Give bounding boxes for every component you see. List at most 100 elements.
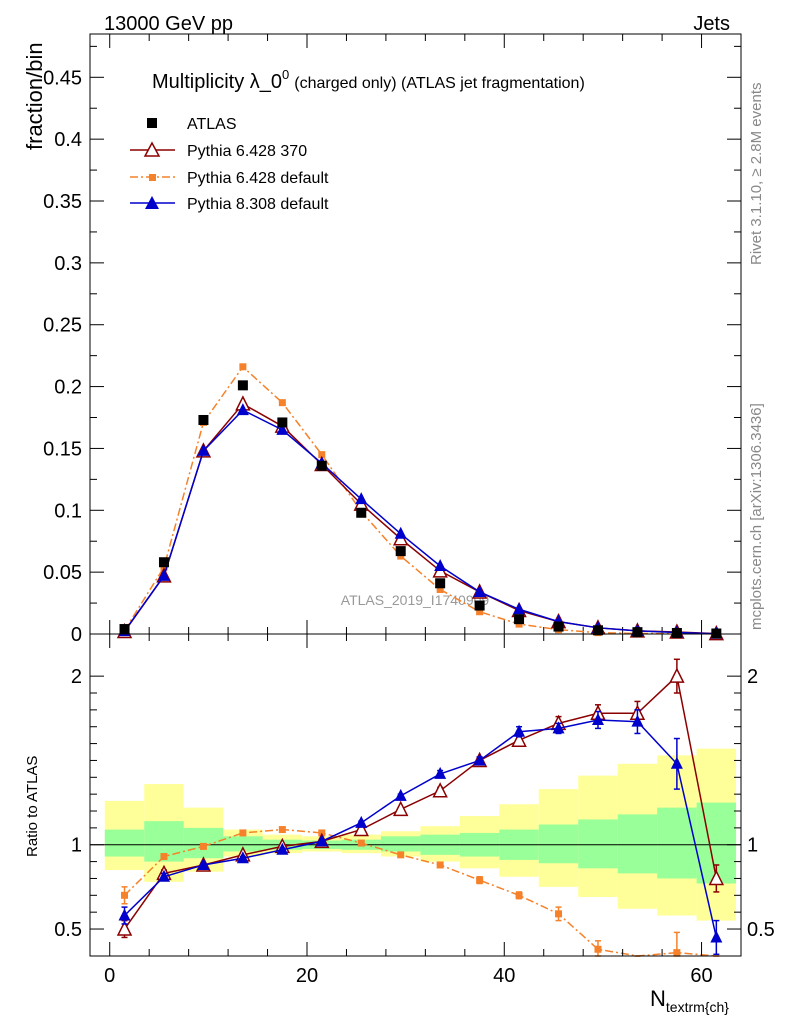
- ratio-line-pythia-8-308-default: [123, 719, 718, 938]
- main-y-tick-label: 0.2: [54, 377, 82, 399]
- x-tick-label: 20: [296, 965, 318, 987]
- ratio-band-inner: [380, 836, 421, 852]
- ratio-point-pythia-8-308-default: [473, 753, 486, 766]
- main-x-ticks: [109, 34, 742, 634]
- legend-entry-atlas: ATLAS: [147, 116, 237, 133]
- main-point-atlas: [119, 624, 130, 635]
- main-y-tick-label: 0.3: [54, 253, 82, 275]
- ratio-point-pythia-8-308-default: [236, 851, 249, 864]
- ratio-point-pythia-6-428-370: [392, 800, 409, 817]
- x-tick-label: 0: [104, 965, 115, 987]
- ratio-band-inner: [223, 836, 263, 852]
- main-point-atlas: [435, 578, 446, 589]
- main-y-tick-label: 0.25: [43, 315, 82, 337]
- chart-title-sup: 0: [282, 67, 289, 82]
- ratio-point-pythia-6-428-default: [160, 853, 168, 861]
- ratio-band-inner: [657, 807, 697, 879]
- main-point-pythia-8-308-default: [355, 492, 368, 505]
- ratio-y-tick-label-right: 2: [747, 666, 758, 688]
- main-y-tick-label: 0.15: [43, 438, 82, 460]
- ratio-point-pythia-6-428-370: [432, 782, 448, 798]
- main-y-tick-label: 0.45: [43, 67, 82, 89]
- ratio-point-pythia-8-308-default: [670, 756, 683, 769]
- ratio-point-pythia-6-428-default: [239, 829, 247, 837]
- ratio-point-pythia-8-308-default: [394, 788, 407, 801]
- ratio-point-pythia-6-428-default: [515, 891, 523, 899]
- ratio-band-inner: [578, 819, 618, 869]
- ratio-point-pythia-8-308-default: [434, 766, 447, 779]
- ratio-y-tick-label: 2: [71, 666, 82, 688]
- ratio-point-pythia-6-428-default: [357, 839, 365, 847]
- main-series-group: [116, 363, 725, 641]
- ratio-frame: [89, 633, 742, 957]
- ratio-y-tick-label: 1: [71, 835, 82, 857]
- ratio-point-pythia-8-308-default: [315, 834, 328, 847]
- ratio-point-pythia-8-308-default: [552, 721, 565, 734]
- chart-title: Multiplicity λ_00 (charged only) (ATLAS j…: [152, 67, 585, 93]
- main-y-tick-label: 0.4: [54, 129, 82, 151]
- main-point-atlas: [671, 628, 682, 639]
- main-point-atlas: [198, 414, 209, 425]
- ratio-point-pythia-6-428-370: [708, 869, 725, 886]
- mcplots-label: mcplots.cern.ch [arXiv:1306.3436]: [748, 403, 765, 630]
- ratio-y-tick-label-right: 0.5: [747, 919, 775, 941]
- main-y-tick-label: 0: [71, 624, 82, 646]
- ratio-y-axis-label: Ratio to ATLAS: [24, 756, 41, 857]
- x-tick-label: 40: [493, 965, 515, 987]
- ratio-point-pythia-6-428-370: [116, 920, 133, 936]
- ratio-point-pythia-6-428-default: [673, 949, 681, 957]
- ratio-point-pythia-6-428-370: [669, 667, 685, 683]
- legend-label-pythia6-default: Pythia 6.428 default: [187, 170, 329, 187]
- ratio-point-pythia-8-308-default: [591, 712, 604, 725]
- legend-label-pythia8-default: Pythia 8.308 default: [187, 196, 329, 213]
- legend-entry-pythia8-default: Pythia 8.308 default: [130, 196, 329, 213]
- main-y-axis: 0 0.05 0.1 0.15 0.2 0.25 0.3 0.35 0.4 0.45: [43, 45, 741, 646]
- x-axis-label-main: N: [650, 986, 666, 1011]
- main-y-tick-label: 0.35: [43, 191, 82, 213]
- ratio-uncertainty-bands: [104, 748, 737, 921]
- legend-marker-atlas: [147, 118, 157, 128]
- rivet-label: Rivet 3.1.10, ≥ 2.8M events: [748, 83, 765, 266]
- ratio-point-pythia-8-308-default: [513, 724, 526, 737]
- ratio-point-pythia-6-428-default: [555, 910, 563, 918]
- main-point-atlas: [553, 621, 564, 632]
- ratio-x-axis: 0 20 40 60: [104, 634, 742, 987]
- legend-entry-pythia6-370: Pythia 6.428 370: [130, 141, 307, 160]
- ratio-point-pythia-6-428-370: [511, 731, 527, 747]
- main-panel: 0 0.05 0.1 0.15 0.2 0.25 0.3 0.35 0.4 0.45 fracti…: [22, 33, 742, 646]
- main-point-atlas: [474, 600, 485, 611]
- main-point-pythia-6-428-default: [476, 608, 484, 616]
- ratio-point-pythia-8-308-default: [197, 857, 210, 870]
- ratio-point-pythia-8-308-default: [710, 930, 723, 943]
- ratio-point-pythia-6-428-default: [278, 826, 286, 834]
- main-point-pythia-8-308-default: [197, 443, 210, 456]
- main-point-pythia-6-428-default: [278, 399, 286, 407]
- main-point-atlas: [316, 460, 327, 471]
- main-point-pythia-8-308-default: [473, 584, 486, 597]
- main-point-atlas: [277, 417, 288, 428]
- main-point-atlas: [356, 507, 367, 518]
- legend-label-pythia6-370: Pythia 6.428 370: [187, 143, 307, 160]
- main-line-pythia-6-428-default: [123, 365, 717, 635]
- legend: ATLAS Pythia 6.428 370 Pythia 6.428 defa…: [130, 116, 329, 213]
- main-point-atlas: [514, 614, 525, 625]
- main-point-pythia-8-308-default: [394, 526, 407, 539]
- ratio-y-axis: 0.5 0.5 1 1 2 2: [54, 666, 775, 941]
- ratio-panel: 0.5 0.5 1 1 2 2 0 20 40 60 Ratio to ATLAS Ntextr…: [24, 633, 775, 1015]
- main-point-pythia-6-428-default: [239, 363, 247, 371]
- legend-marker-pythia8-default: [145, 196, 159, 209]
- ratio-point-pythia-8-308-default: [157, 869, 170, 882]
- legend-marker-pythia6-default: [149, 174, 156, 181]
- main-point-atlas: [158, 557, 169, 568]
- ratio-point-pythia-6-428-default: [397, 851, 405, 859]
- ratio-point-pythia-6-428-default: [594, 945, 602, 953]
- main-point-pythia-8-308-default: [236, 403, 249, 416]
- ratio-point-pythia-8-308-default: [631, 714, 644, 727]
- main-point-atlas: [395, 546, 406, 557]
- main-point-atlas: [592, 625, 603, 636]
- main-point-pythia-6-428-default: [436, 585, 444, 593]
- ratio-point-pythia-6-428-default: [121, 891, 129, 899]
- main-point-pythia-8-308-default: [276, 422, 289, 435]
- ratio-point-pythia-8-308-default: [118, 908, 131, 921]
